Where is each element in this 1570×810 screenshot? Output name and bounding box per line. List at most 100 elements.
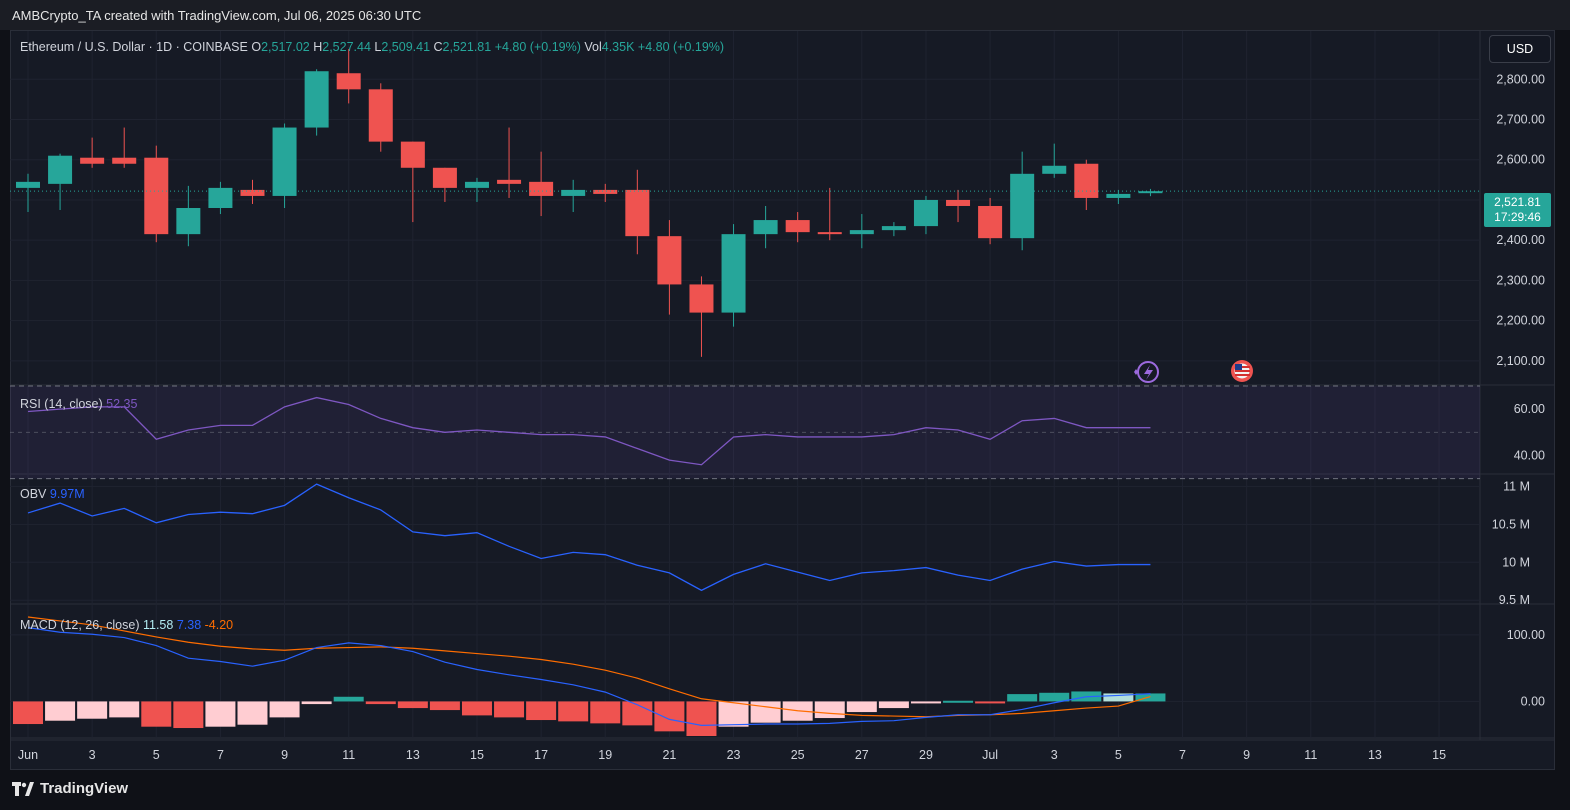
macd-histogram-bar <box>622 701 653 726</box>
macd-histogram-bar <box>878 701 909 709</box>
candle-body <box>16 181 40 188</box>
macd-histogram-bar <box>943 700 974 703</box>
currency-button[interactable]: USD <box>1489 35 1551 63</box>
obv-label: OBV <box>20 487 47 501</box>
time-axis-label: 7 <box>1179 748 1186 762</box>
low-value: 2,509.41 <box>381 40 431 54</box>
macd-histogram-bar <box>975 701 1006 704</box>
macd-histogram-bar <box>1039 692 1070 702</box>
time-axis-label: 11 <box>342 748 355 762</box>
candle-body <box>112 157 137 164</box>
time-axis-label: 19 <box>598 748 612 762</box>
macd-legend[interactable]: MACD (12, 26, close) 11.58 7.38 -4.20 <box>20 618 233 632</box>
time-axis-label: 15 <box>1432 748 1446 762</box>
time-axis-label: 27 <box>855 748 869 762</box>
rsi-legend[interactable]: RSI (14, close) 52.35 <box>20 397 137 411</box>
macd-histogram-bar <box>1103 693 1134 702</box>
macd-histogram-bar <box>141 701 172 727</box>
price-axis-label: 2,600.00 <box>1496 153 1545 167</box>
macd-histogram-bar <box>686 701 717 737</box>
candle-body <box>721 234 746 313</box>
time-axis-label: 13 <box>1368 748 1382 762</box>
time-axis-label: 13 <box>406 748 420 762</box>
candle-body <box>368 89 393 142</box>
lightning-bolt <box>1144 365 1153 380</box>
macd-histogram-bar <box>237 701 268 725</box>
candle-body <box>336 73 361 90</box>
candle-body <box>1010 173 1035 239</box>
macd-histogram-bar <box>333 696 364 702</box>
candle-body <box>849 230 874 235</box>
candle-body <box>978 205 1003 239</box>
obv-value: 9.97M <box>49 487 85 501</box>
last-price-tag: 2,521.81 17:29:46 <box>1484 193 1551 227</box>
volume-label: Vol <box>584 40 602 54</box>
candle-body <box>913 199 938 227</box>
rsi-value: 52.35 <box>106 397 138 411</box>
time-axis-label: 9 <box>1243 748 1250 762</box>
macd-histogram-bar <box>654 701 685 732</box>
macd-histogram-bar <box>13 701 43 725</box>
volume-change-value: +4.80 (+0.19%) <box>637 40 725 54</box>
time-axis-label: Jun <box>18 748 38 762</box>
macd-histogram-bar <box>301 701 332 705</box>
obv-line <box>27 483 1151 592</box>
macd-histogram-bar <box>173 701 204 729</box>
candle-body <box>176 208 201 235</box>
candle-body <box>1138 191 1163 194</box>
candle-body <box>272 127 297 196</box>
candle-body <box>561 189 586 196</box>
price-axis-label: 2,800.00 <box>1496 72 1545 86</box>
candle-body <box>144 157 169 235</box>
macd-histogram-bar <box>205 701 236 727</box>
bar-countdown: 17:29:46 <box>1494 210 1541 224</box>
attribution-text: AMBCrypto_TA created with TradingView.co… <box>12 8 422 23</box>
obv-axis-label: 10.5 M <box>1492 517 1530 531</box>
close-label: C <box>433 40 443 54</box>
open-value: 2,517.02 <box>261 40 310 54</box>
price-axis-label: 2,100.00 <box>1496 354 1545 368</box>
candle-body <box>240 189 265 196</box>
macd-histogram-bar <box>590 701 621 724</box>
time-axis-label: 3 <box>89 748 96 762</box>
flag-stripe <box>1235 370 1250 372</box>
candle-body <box>1042 165 1067 174</box>
macd-histogram-bar <box>814 701 845 719</box>
macd-histogram-bar <box>429 701 460 711</box>
macd-label: MACD (12, 26, close) <box>20 618 140 632</box>
tradingview-logo[interactable]: TradingView <box>12 780 128 797</box>
macd-histogram-bar <box>365 701 396 705</box>
candle-body <box>1106 193 1131 198</box>
close-value: 2,521.81 <box>442 40 492 54</box>
candle-body <box>625 189 650 237</box>
histogram-value: -4.20 <box>204 618 234 632</box>
candle-body <box>817 232 842 235</box>
candle-body <box>304 71 329 128</box>
candle-body <box>208 187 233 208</box>
chart-frame[interactable] <box>10 30 1555 770</box>
candle-body <box>400 141 425 168</box>
candle-body <box>785 220 810 233</box>
flag-canton <box>1235 364 1242 370</box>
obv-legend[interactable]: OBV 9.97M <box>20 487 85 501</box>
time-axis-label: 15 <box>470 748 484 762</box>
symbol-title[interactable]: Ethereum / U.S. Dollar · 1D · COINBASE <box>20 40 248 54</box>
macd-histogram-bar <box>526 701 557 721</box>
price-axis-label: 2,300.00 <box>1496 273 1545 287</box>
macd-histogram-bar <box>494 701 525 718</box>
us-flag-event-icon <box>1231 360 1253 382</box>
rsi-axis-label: 60.00 <box>1514 402 1545 416</box>
macd-histogram-bar <box>1135 693 1166 702</box>
time-axis-label: 9 <box>281 748 288 762</box>
time-axis-label: 21 <box>662 748 676 762</box>
candle-body <box>657 236 682 285</box>
time-axis-label: 29 <box>919 748 933 762</box>
candle-body <box>753 220 778 235</box>
open-label: O <box>251 40 262 54</box>
macd-histogram-bar <box>910 701 941 704</box>
lightning-event-icon <box>1134 361 1159 383</box>
flag-stripe <box>1235 374 1250 376</box>
low-label: L <box>374 40 382 54</box>
last-price-value: 2,521.81 <box>1494 195 1541 209</box>
